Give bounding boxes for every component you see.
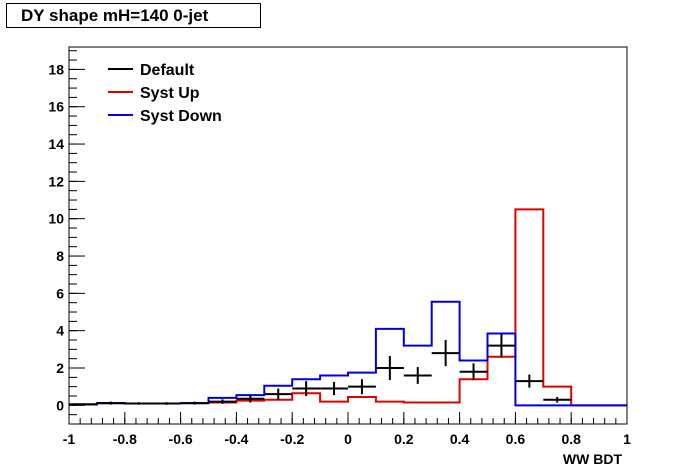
series-0-point <box>543 396 572 403</box>
x-tick-label: 0.4 <box>450 431 470 447</box>
series-0-point <box>348 379 376 395</box>
series-0-point <box>403 367 432 384</box>
y-tick-label: 2 <box>56 360 64 376</box>
chart-marks <box>69 208 627 407</box>
y-tick-label: 16 <box>48 99 64 115</box>
series-0-point <box>320 382 348 396</box>
chart-axes: -1 -0.8 -0.6 -0.4 -0.2 0 0.2 0.4 0.6 0.8 102468101… <box>48 50 631 447</box>
series-0-point <box>124 402 153 405</box>
x-tick-label: 0.2 <box>394 431 414 447</box>
legend-entry-1: Syst Up <box>108 85 200 102</box>
series-0-point <box>431 340 460 367</box>
x-tick-label: 0 <box>344 431 352 447</box>
y-tick-label: 4 <box>56 323 64 339</box>
x-tick-label: 0.8 <box>561 431 581 447</box>
series-0-point <box>152 402 181 405</box>
series-0-point <box>459 363 488 381</box>
legend-label: Syst Up <box>140 85 200 102</box>
x-tick-label: -0.6 <box>169 431 193 447</box>
series-0-point <box>264 388 293 400</box>
y-tick-label: 12 <box>48 173 64 189</box>
series-0-point <box>96 401 125 405</box>
legend-label: Default <box>140 62 195 79</box>
x-axis-label: WW BDT <box>563 451 623 467</box>
x-tick-label: -0.2 <box>280 431 304 447</box>
x-tick-label: 1 <box>623 431 631 447</box>
legend-entry-0: Default <box>108 62 195 79</box>
y-tick-label: 8 <box>56 248 64 264</box>
chart-legend: Default Syst Up Syst Down <box>108 62 222 125</box>
series-0-point <box>487 333 516 358</box>
y-tick-label: 0 <box>56 397 64 413</box>
series-0-point <box>515 374 544 388</box>
series-0-point <box>236 395 265 403</box>
legend-label: Syst Down <box>140 108 222 125</box>
legend-entry-2: Syst Down <box>108 108 222 125</box>
y-tick-label: 6 <box>56 285 64 301</box>
series-0-point <box>292 381 321 397</box>
series-0-point <box>375 355 404 381</box>
series-0-point <box>180 401 209 405</box>
x-tick-label: -0.4 <box>224 431 248 447</box>
x-tick-label: -0.8 <box>113 431 137 447</box>
y-tick-label: 14 <box>48 136 64 152</box>
x-tick-label: 0.6 <box>506 431 526 447</box>
y-tick-label: 10 <box>48 211 64 227</box>
chart-title: DY shape mH=140 0-jet <box>6 3 261 28</box>
series-0-point <box>208 399 237 404</box>
y-tick-label: 18 <box>48 61 64 77</box>
x-tick-label: -1 <box>63 431 76 447</box>
